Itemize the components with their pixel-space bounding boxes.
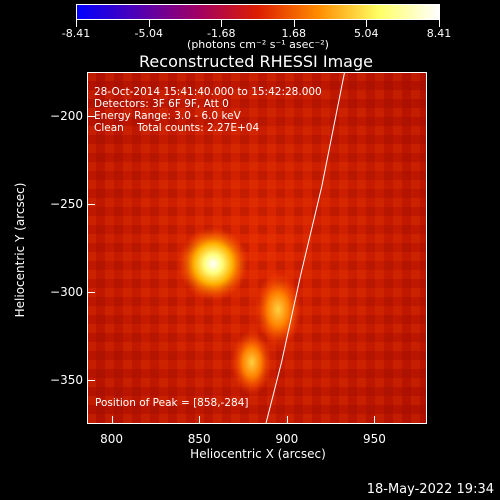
x-tick <box>199 416 201 424</box>
y-tick-label: −300 <box>50 285 83 299</box>
y-tick-label: −350 <box>50 373 83 387</box>
colorbar-tick <box>439 20 440 27</box>
x-tick-label: 800 <box>100 432 123 446</box>
heatmap-image <box>87 72 427 424</box>
x-tick <box>111 416 113 424</box>
x-tick-label: 850 <box>187 432 211 446</box>
y-tick-label: −200 <box>50 109 83 123</box>
colorbar-tick-label: -8.41 <box>61 27 91 40</box>
solar-limb-line <box>265 72 346 424</box>
plot-title: Reconstructed RHESSI Image <box>139 52 373 71</box>
info-line-1: 28-Oct-2014 15:41:40.000 to 15:42:28.000 <box>94 86 322 98</box>
peak-source <box>177 226 249 301</box>
colorbar-tick <box>221 20 223 27</box>
colorbar-tick <box>366 20 368 27</box>
y-tick <box>87 204 95 205</box>
colorbar-tick-label: 8.41 <box>426 27 452 40</box>
peak-position-label: Position of Peak = [858,-284] <box>95 397 249 409</box>
y-tick-label: −250 <box>50 197 83 211</box>
y-tick <box>87 380 95 381</box>
colorbar-tick-label: -5.04 <box>134 27 163 40</box>
colorbar-tick-label: 5.04 <box>354 27 379 40</box>
colorbar <box>76 4 440 20</box>
colorbar-ticks <box>76 20 440 28</box>
info-line-3: Energy Range: 3.0 - 6.0 keV <box>94 110 241 122</box>
info-line-2: Detectors: 3F 6F 9F, Att 0 <box>94 98 229 110</box>
colorbar-tick <box>293 20 295 27</box>
x-tick <box>286 416 288 424</box>
x-tick-label: 950 <box>362 432 386 446</box>
secondary-source <box>254 272 302 348</box>
y-axis-label: Heliocentric Y (arcsec) <box>13 182 27 318</box>
secondary-source <box>231 329 273 396</box>
info-line-4: Clean Total counts: 2.27E+04 <box>94 122 260 134</box>
y-tick <box>87 116 95 117</box>
colorbar-unit-label: (photons cm⁻² s⁻¹ asec⁻²) <box>187 38 329 51</box>
x-tick-label: 900 <box>275 432 299 446</box>
heatmap-svg <box>87 72 427 424</box>
colorbar-tick <box>148 20 150 27</box>
colorbar-tick-label: -1.68 <box>207 27 236 40</box>
colorbar-tick <box>76 20 77 27</box>
y-tick <box>87 292 95 293</box>
colorbar-tick-label: 1.68 <box>281 27 307 40</box>
timestamp: 18-May-2022 19:34 <box>366 482 494 497</box>
x-axis-label: Heliocentric X (arcsec) <box>190 447 326 461</box>
x-tick <box>374 416 376 424</box>
